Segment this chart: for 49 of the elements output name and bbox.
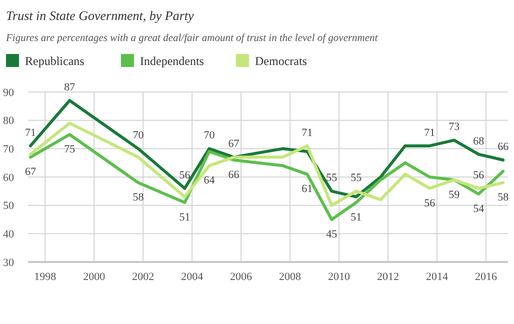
data-label: 55 (326, 172, 338, 184)
chart-subtitle: Figures are percentages with a great deal/fair amount of trust in the level of government (5, 33, 379, 44)
data-label: 64 (204, 174, 216, 187)
x-tick-label: 2014 (426, 271, 448, 283)
data-label: 58 (498, 192, 510, 204)
x-tick-label: 2006 (230, 271, 253, 283)
x-tick-label: 2000 (83, 271, 106, 283)
y-tick-label: 30 (3, 256, 14, 269)
data-label: 70 (132, 130, 144, 142)
data-label: 56 (473, 169, 485, 182)
x-tick-label: 2008 (279, 271, 302, 283)
data-label: 56 (179, 169, 191, 182)
y-tick-label: 60 (3, 172, 14, 184)
data-label: 71 (302, 126, 313, 139)
chart-title: Trust in State Government, by Party (6, 8, 194, 23)
data-label: 71 (24, 126, 36, 139)
data-label: 67 (24, 166, 36, 178)
x-tick-label: 2010 (328, 271, 351, 283)
x-tick-label: 1998 (34, 271, 57, 283)
x-tick-label: 2016 (474, 271, 498, 283)
legend-label: Democrats (255, 54, 308, 68)
data-label: 67 (228, 138, 240, 150)
data-label: 70 (204, 130, 216, 142)
data-label: 51 (350, 212, 362, 224)
data-label: 71 (424, 126, 436, 139)
data-label: 61 (302, 183, 313, 196)
data-label: 55 (350, 172, 362, 184)
y-tick-label: 80 (3, 115, 14, 128)
y-tick-label: 50 (3, 200, 14, 212)
data-label: 45 (326, 228, 338, 240)
y-tick-label: 40 (3, 228, 14, 241)
data-label: 51 (179, 212, 190, 224)
data-label: 66 (498, 141, 510, 153)
data-label: 87 (64, 82, 76, 94)
legend-label: Republicans (25, 54, 85, 68)
data-label: 59 (448, 188, 460, 201)
data-label: 58 (132, 192, 144, 204)
y-tick-label: 90 (3, 86, 14, 99)
x-tick-label: 2002 (132, 271, 154, 283)
x-tick-label: 2012 (377, 271, 399, 283)
legend-label: Independents (140, 54, 204, 68)
y-tick-label: 70 (3, 144, 14, 156)
data-label: 56 (424, 197, 436, 210)
data-label: 66 (228, 169, 240, 181)
data-label: 75 (64, 144, 76, 156)
data-label: 54 (473, 203, 485, 215)
x-tick-label: 2004 (181, 271, 204, 283)
data-label: 73 (448, 121, 460, 134)
data-label: 68 (473, 135, 485, 148)
